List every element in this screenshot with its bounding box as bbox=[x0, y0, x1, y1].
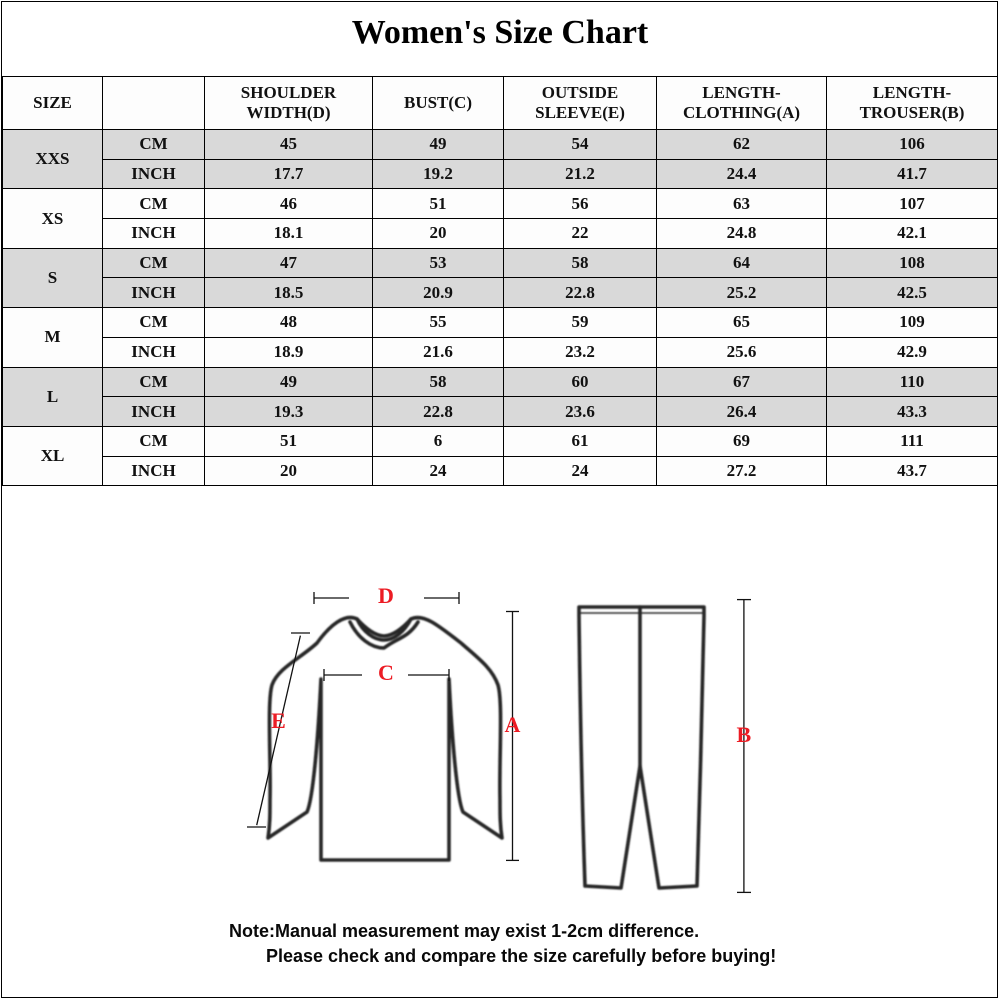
svg-text:E: E bbox=[271, 708, 286, 733]
svg-text:C: C bbox=[378, 660, 394, 685]
svg-text:B: B bbox=[737, 722, 752, 747]
svg-text:A: A bbox=[505, 712, 521, 737]
svg-text:D: D bbox=[378, 583, 394, 608]
